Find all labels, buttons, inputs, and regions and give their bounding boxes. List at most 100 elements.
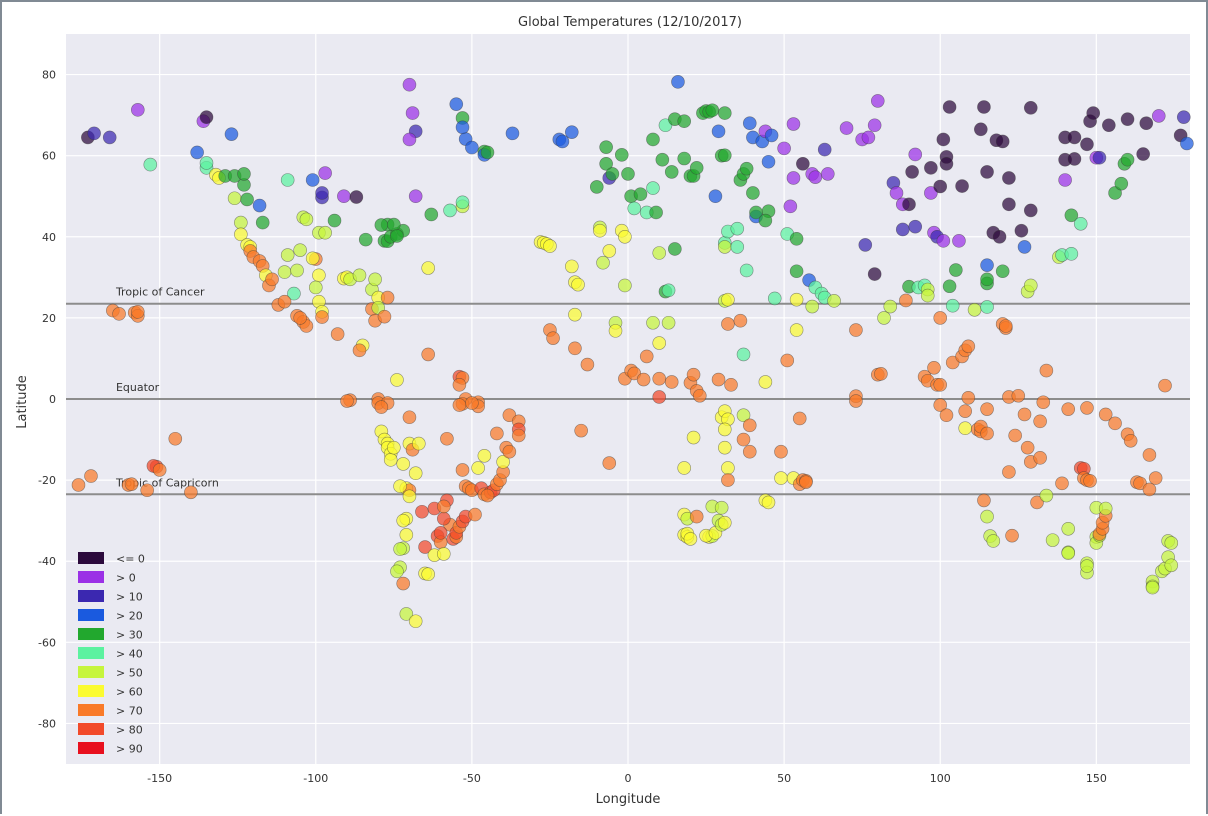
data-point [1123,433,1138,448]
x-tick-label: 0 [625,772,632,785]
data-point [571,277,585,292]
data-point [717,106,732,120]
data-point [421,347,435,362]
data-point [1151,109,1166,123]
y-tick-label: -60 [38,636,56,649]
legend-label: > 30 [116,629,143,642]
data-point [393,542,407,556]
data-point [471,461,485,475]
data-point [240,192,254,207]
data-point [933,398,948,412]
data-point [761,495,776,510]
data-point [318,225,332,240]
data-point [402,132,417,147]
data-point [908,147,923,162]
data-point [252,198,267,213]
data-point [596,255,610,270]
data-point [980,258,994,272]
legend-label: > 50 [116,667,143,680]
y-axis-label: Latitude [15,375,30,429]
data-point [961,390,976,405]
data-point [977,100,991,114]
data-point [1164,558,1179,573]
data-point [1114,176,1129,191]
data-point [1014,223,1029,238]
data-point [933,378,948,392]
data-point [717,515,732,530]
data-point [396,576,411,591]
data-point [290,263,304,278]
data-point [1158,378,1172,393]
legend-swatch [78,742,104,754]
data-point [1008,428,1022,443]
data-point [465,396,479,410]
legend-swatch [78,723,104,735]
data-point [714,500,729,515]
data-point [683,532,698,546]
data-point [1086,106,1101,120]
data-point [1061,546,1076,560]
data-point [184,485,198,500]
data-point [902,197,916,212]
data-point [393,479,407,493]
data-point [452,398,467,412]
data-point [315,186,329,200]
data-point [305,251,320,266]
data-point [1142,482,1157,497]
data-point [330,327,345,341]
data-point [140,483,154,498]
data-point [352,268,367,283]
data-point [568,341,582,356]
x-tick-label: 100 [930,772,951,785]
data-point [408,189,423,204]
data-point [377,309,392,324]
data-point [646,132,660,147]
data-point [318,166,332,180]
data-point [352,343,367,358]
data-point [686,430,701,445]
data-point [387,217,401,232]
data-point [402,489,417,504]
data-point [758,375,773,389]
data-point [502,444,517,459]
reference-line-label: Tropic of Cancer [115,286,205,299]
data-point [980,509,994,524]
data-point [927,360,941,375]
data-point [792,411,807,426]
data-point [234,227,248,242]
data-point [436,547,451,561]
data-point [1058,173,1072,187]
data-point [783,199,798,214]
data-point [646,315,660,330]
data-point [574,423,588,438]
data-point [1080,559,1094,573]
data-point [1061,521,1076,536]
data-point [421,261,435,275]
data-point [1083,474,1097,488]
data-point [736,408,751,423]
data-point [621,167,635,181]
data-point [143,157,158,172]
data-point [1005,528,1019,543]
data-point [614,148,629,162]
data-point [677,461,692,475]
data-point [796,156,810,171]
data-point [1108,416,1122,431]
data-point [390,373,404,387]
y-tick-label: -80 [38,717,56,730]
x-tick-label: -50 [463,772,481,785]
data-point [265,272,279,287]
data-point [390,229,404,243]
data-point [421,567,435,582]
data-point [440,431,454,446]
data-point [693,388,707,403]
data-point [652,390,667,404]
data-point [933,179,948,194]
data-point [986,534,1001,548]
data-point [817,142,832,157]
tick-labels: -150 -100 -50 0 50 100 150 -80 -60 -40 -20 0 20 40 60 8… [38,69,1107,785]
data-point [711,124,726,139]
data-point [877,311,891,325]
data-point [408,466,423,481]
